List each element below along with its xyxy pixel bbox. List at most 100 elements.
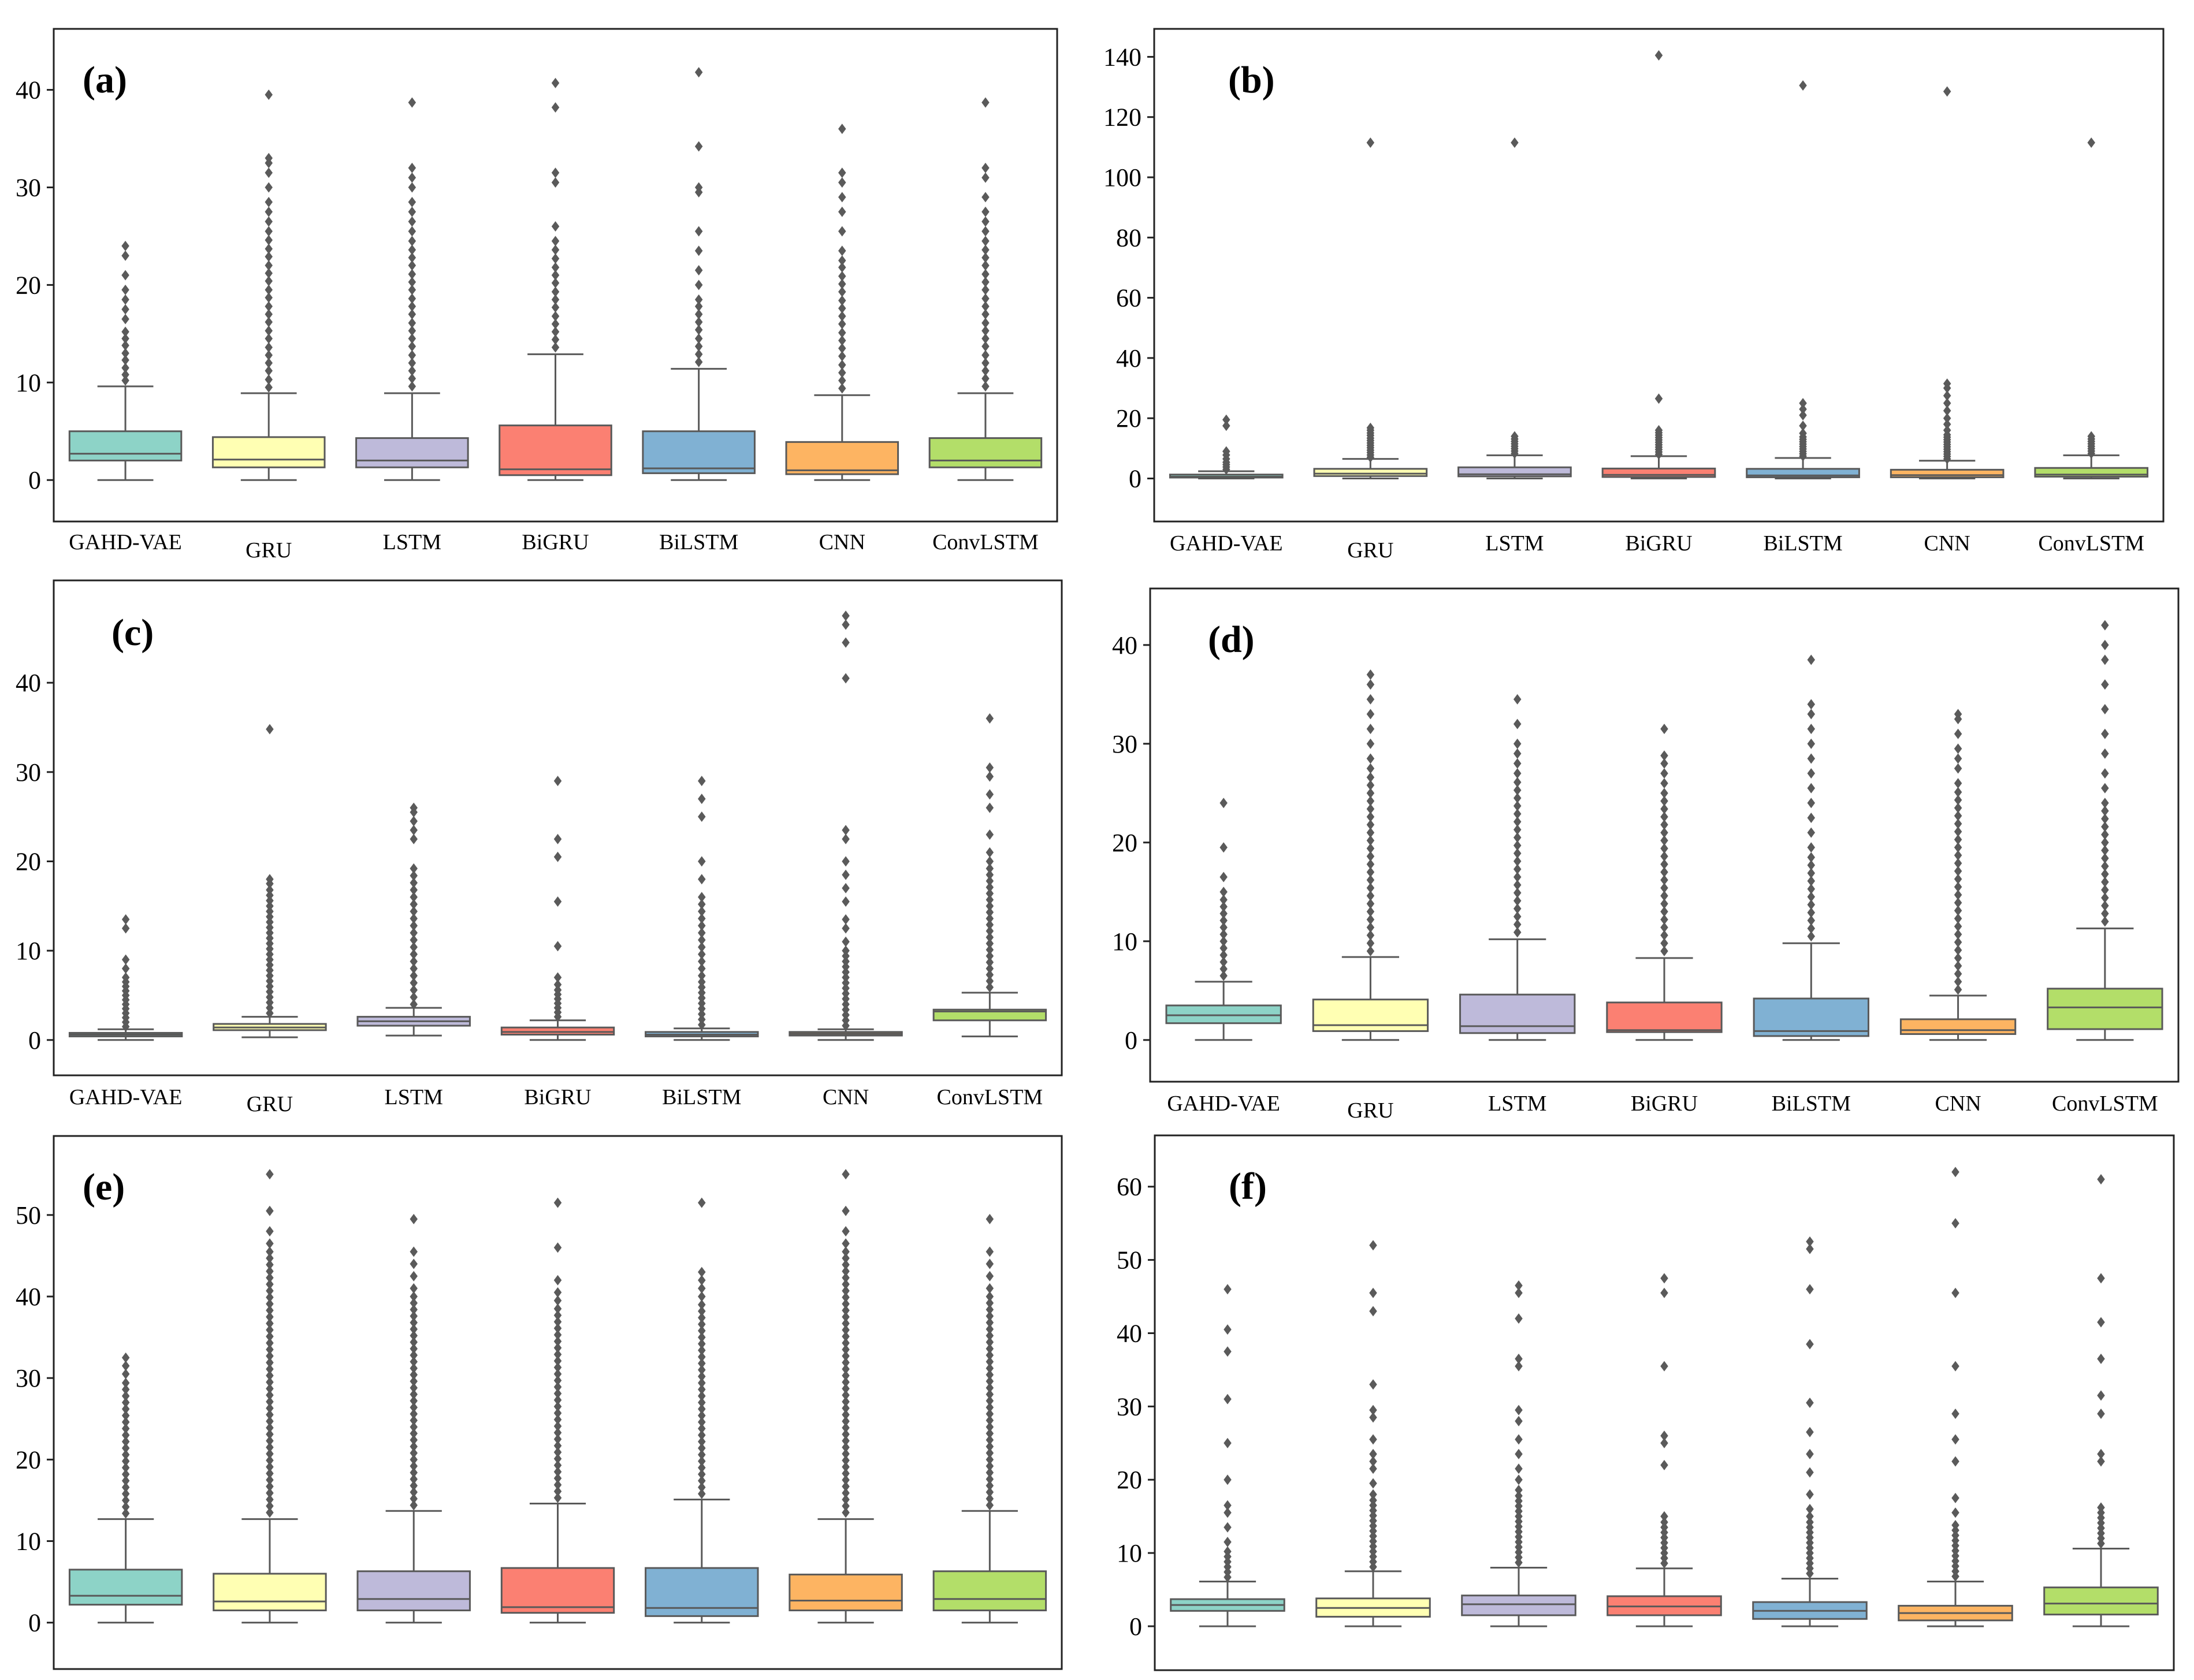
outlier-point [410, 1324, 418, 1335]
outlier-point [551, 286, 560, 297]
outlier-point [698, 1283, 706, 1294]
outlier-point [842, 1396, 850, 1407]
outlier-point [410, 1376, 418, 1387]
outlier-point [842, 1364, 850, 1374]
outlier-point [986, 829, 994, 840]
outlier-point [981, 244, 990, 255]
outlier-point [265, 316, 273, 327]
outlier-point [1951, 1287, 1959, 1298]
outlier-point [842, 1468, 850, 1479]
outlier-point [694, 356, 703, 367]
outlier-point [121, 1476, 130, 1487]
outlier-point [981, 216, 990, 227]
outlier-point [838, 245, 846, 256]
box-convlstm [2043, 1174, 2159, 1627]
outlier-point [1515, 1280, 1523, 1291]
outlier-point [410, 1461, 418, 1472]
outlier-point [553, 1362, 562, 1373]
outlier-point [266, 917, 274, 927]
x-tick-label: LSTM [1488, 1092, 1546, 1116]
outlier-point [1943, 390, 1951, 401]
outlier-point [1660, 1361, 1668, 1372]
outlier-point [121, 1488, 130, 1499]
outlier-point [1660, 788, 1668, 799]
iqr-box [1165, 1004, 1282, 1025]
box-cnn [1890, 86, 2005, 479]
outlier-point [1366, 938, 1375, 949]
outlier-point [121, 355, 129, 366]
outlier-point [981, 284, 990, 295]
outlier-point [121, 250, 129, 261]
y-tick-label: 100 [1103, 163, 1141, 192]
box-bilstm [645, 1197, 759, 1624]
outlier-point [2101, 813, 2109, 824]
outlier-point [698, 1332, 706, 1343]
outlier-point [842, 1390, 850, 1400]
outlier-point [1219, 949, 1228, 960]
box-gru [213, 1169, 327, 1624]
outlier-point [410, 1487, 418, 1498]
outlier-point [408, 162, 417, 173]
outlier-point [551, 262, 560, 273]
outlier-point [842, 1004, 850, 1015]
outlier-point [986, 863, 994, 874]
outlier-point [698, 1371, 706, 1382]
outlier-point [1366, 835, 1375, 846]
outlier-point [986, 1493, 994, 1504]
outlier-point [838, 375, 846, 386]
outlier-point [553, 985, 562, 996]
outlier-point [842, 1292, 850, 1303]
outlier-point [553, 1381, 562, 1392]
outlier-point [1366, 694, 1375, 705]
outlier-point [410, 1343, 418, 1354]
outlier-point [842, 825, 850, 836]
outlier-point [1954, 753, 1962, 764]
y-tick-label: 30 [16, 1364, 41, 1392]
x-tick-label: CNN [819, 530, 865, 554]
outlier-point [838, 351, 846, 362]
y-tick-label: 60 [1117, 1173, 1142, 1201]
outlier-point [553, 1303, 562, 1314]
outlier-point [986, 1330, 994, 1341]
x-tick-label: LSTM [385, 1085, 443, 1109]
outlier-point [1954, 921, 1962, 932]
outlier-point [698, 1417, 706, 1428]
outlier-point [842, 1338, 850, 1349]
outlier-point [986, 1448, 994, 1459]
outlier-point [266, 1324, 274, 1335]
outlier-point [266, 1442, 274, 1453]
outlier-point [266, 895, 274, 906]
outlier-point [698, 811, 706, 822]
y-tick-label: 0 [28, 1026, 41, 1055]
outlier-point [1799, 398, 1807, 409]
iqr-box [1606, 1001, 1723, 1033]
outlier-point [410, 1291, 418, 1302]
outlier-point [553, 1329, 562, 1340]
outlier-point [553, 1466, 562, 1477]
outlier-point [694, 294, 703, 305]
outlier-point [121, 963, 130, 974]
outlier-point [698, 874, 706, 885]
outlier-point [2101, 837, 2109, 848]
outlier-point [842, 869, 850, 880]
outlier-point [698, 970, 706, 981]
outlier-point [265, 374, 273, 385]
outlier-point [265, 325, 273, 336]
outlier-point [266, 1364, 274, 1374]
outlier-point [842, 882, 850, 893]
outlier-point [410, 1402, 418, 1413]
outlier-point [838, 167, 846, 178]
outlier-point [551, 77, 560, 88]
outlier-point [694, 245, 703, 256]
outlier-point [842, 1238, 850, 1249]
outlier-point [1515, 1484, 1523, 1495]
outlier-point [408, 318, 417, 329]
iqr-box [213, 1573, 327, 1611]
outlier-point [1369, 1478, 1377, 1489]
outlier-point [553, 776, 562, 787]
outlier-point [981, 97, 990, 108]
outlier-point [1660, 811, 1668, 822]
outlier-point [1366, 738, 1375, 749]
outlier-point [1807, 891, 1816, 902]
outlier-point [1807, 654, 1816, 665]
